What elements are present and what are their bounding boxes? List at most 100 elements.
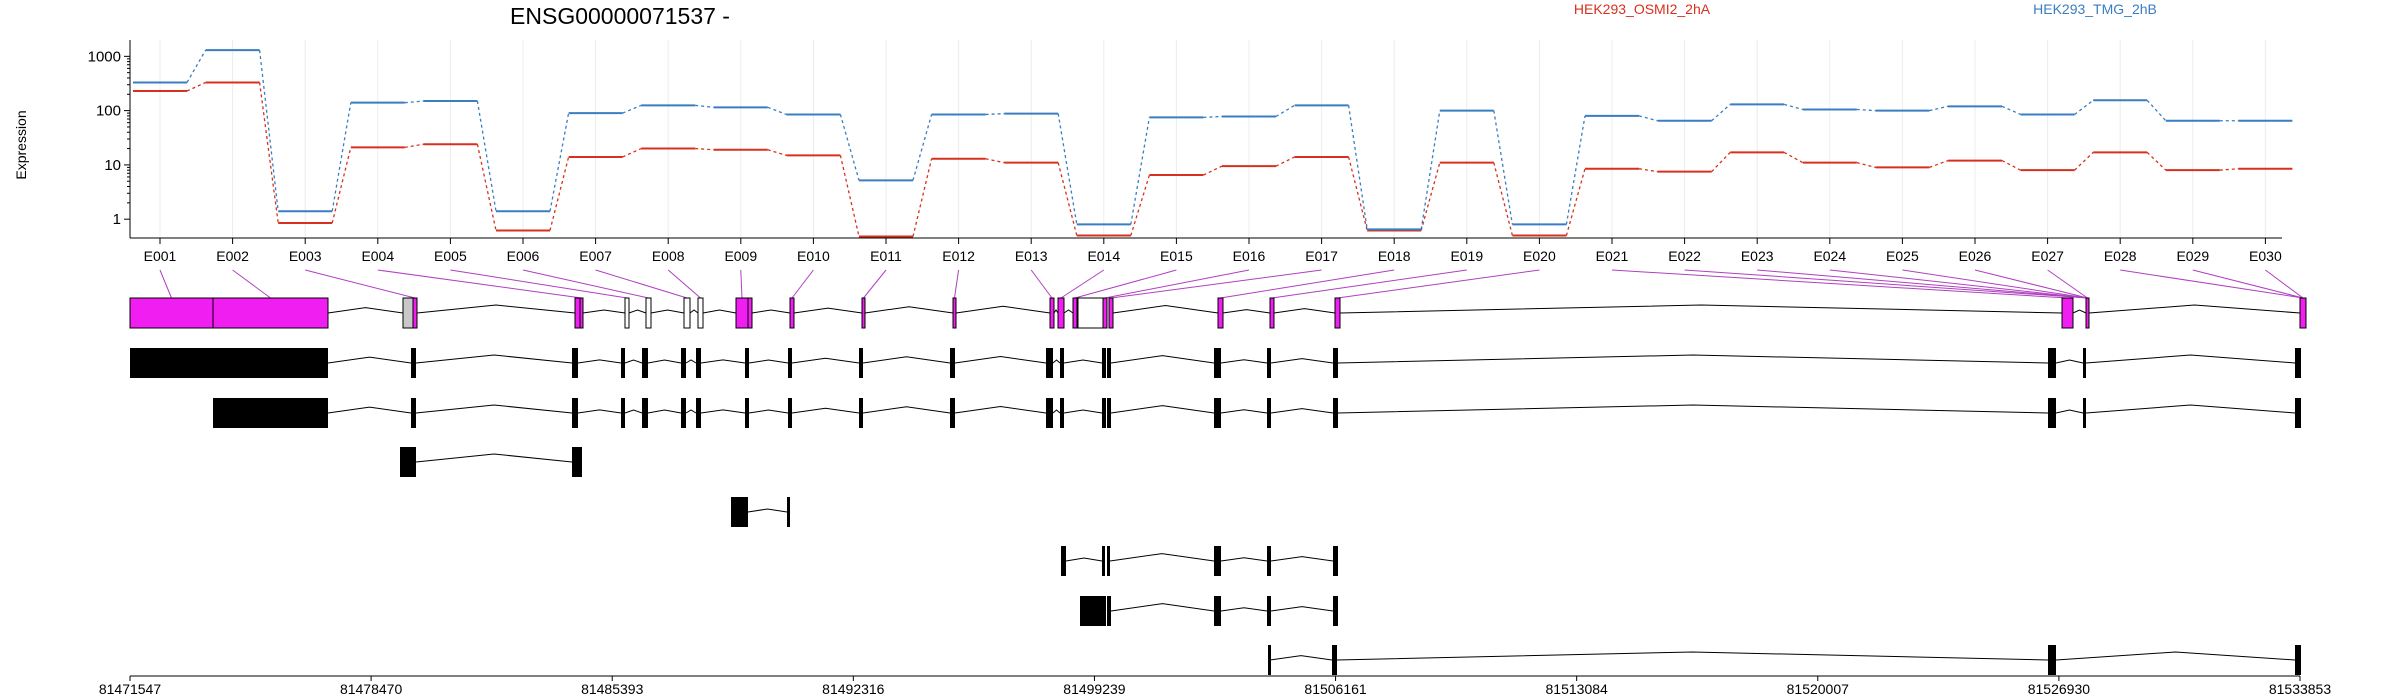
exon-bin [735, 297, 749, 329]
series-1-connector [767, 149, 787, 156]
exon-connector-line [1220, 269, 1395, 299]
intron-line [2055, 359, 2084, 364]
intron-line [793, 307, 863, 314]
series-2-connector [476, 100, 497, 212]
transcript-exon [1080, 596, 1106, 626]
transcript-exon [1214, 398, 1221, 428]
intron-line [862, 406, 951, 414]
transcript-exon [642, 348, 648, 378]
y-axis: 1 10 100 1000 [88, 40, 131, 238]
series-1-connector [912, 158, 933, 237]
intron-line [327, 356, 412, 364]
transcript-exon [696, 348, 701, 378]
exon-connector-line [305, 269, 416, 299]
transcript-exon [130, 348, 328, 378]
exon-bin [1049, 297, 1055, 329]
series-2-connector [1638, 115, 1658, 122]
transcript-exon [572, 398, 578, 428]
y-tick-label: 10 [104, 157, 121, 174]
legend-series-1: HEK293_OSMI2_2hA [1574, 1, 1711, 17]
exon-bin [1217, 297, 1224, 329]
exon-bin [2299, 297, 2307, 329]
series-1-connector [1347, 156, 1368, 231]
exon-connector-line [1757, 269, 2088, 299]
series-lines [133, 49, 2293, 238]
x-tick-label: E003 [289, 248, 322, 264]
exon-bin [1072, 297, 1078, 329]
intron-line [1270, 556, 1334, 562]
exon-bin-row [129, 297, 2307, 329]
transcript-exon [1102, 546, 1105, 576]
transcript-exon [1214, 546, 1221, 576]
genomic-tick-label: 81485393 [581, 681, 644, 697]
grid-lines [159, 40, 2266, 238]
exon-connector-line [595, 269, 688, 299]
x-tick-label: E011 [870, 248, 902, 264]
transcript-exon [1333, 348, 1338, 378]
intron-line [700, 409, 746, 414]
genomic-tick-label: 81506161 [1304, 681, 1367, 697]
series-1-connector [1711, 151, 1731, 173]
x-tick-label: E001 [144, 248, 177, 264]
intron-line [1336, 651, 2049, 661]
intron-line [415, 354, 573, 364]
series-2-connector [549, 112, 570, 212]
x-tick-label: E014 [1087, 248, 1120, 264]
genomic-tick-label: 81499239 [1063, 681, 1126, 697]
series-2-connector [1347, 105, 1368, 230]
intron-line [1110, 355, 1215, 364]
series-1-connector [331, 147, 352, 224]
x-tick-label: E016 [1233, 248, 1266, 264]
intron-line [1269, 655, 1333, 661]
exon-connector-line [1829, 269, 2088, 299]
exon-bin [1077, 297, 1104, 329]
transcript-exon [642, 398, 648, 428]
x-tick-label: E024 [1813, 248, 1846, 264]
transcript-exon [1060, 348, 1064, 378]
exon-connector-line [1030, 269, 1053, 299]
genomic-tick-label: 81478470 [340, 681, 403, 697]
series-1-connector [2001, 160, 2021, 171]
transcript-exon [621, 348, 625, 378]
intron-line [702, 309, 737, 314]
x-tick-label: E029 [2176, 248, 2209, 264]
series-1-connector [695, 147, 714, 151]
intron-line [1339, 304, 2063, 314]
intron-line [1052, 359, 1061, 364]
exon-bin [1269, 297, 1275, 329]
exon-connector-line [159, 269, 172, 299]
intron-line [864, 306, 954, 314]
transcript-exon [1333, 398, 1338, 428]
exon-connector-line [1974, 269, 2088, 299]
x-tick-label: E025 [1886, 248, 1919, 264]
transcript-exon [859, 398, 863, 428]
exon-bin [645, 297, 652, 329]
series-2-connector [1130, 117, 1151, 225]
transcript-exon [696, 398, 701, 428]
intron-line [2085, 354, 2296, 364]
exon-bin [624, 297, 630, 329]
exon-connector-line [667, 269, 701, 299]
intron-line [1063, 359, 1103, 364]
intron-line [415, 453, 573, 463]
x-tick-label: E020 [1523, 248, 1556, 264]
intron-line [700, 359, 746, 364]
exon-connector-line [1060, 269, 1105, 299]
series-2-connector [258, 50, 279, 212]
transcript-row [213, 398, 2301, 428]
series-2-connector [331, 102, 352, 212]
series-1-connector [1420, 162, 1441, 231]
series-1-connector [1929, 159, 1949, 168]
x-tick-label: E009 [724, 248, 757, 264]
series-2-connector [839, 114, 860, 181]
transcript-exon [787, 497, 790, 527]
intron-line [954, 405, 1047, 414]
x-tick-label: E017 [1305, 248, 1338, 264]
transcript-exon [1107, 546, 1110, 576]
exon-connector-line [1337, 269, 1540, 299]
genomic-tick-label: 81526930 [2028, 681, 2091, 697]
exon-bin [1102, 297, 1108, 329]
transcript-row [1268, 645, 2301, 675]
series-2-connector [1856, 108, 1876, 112]
